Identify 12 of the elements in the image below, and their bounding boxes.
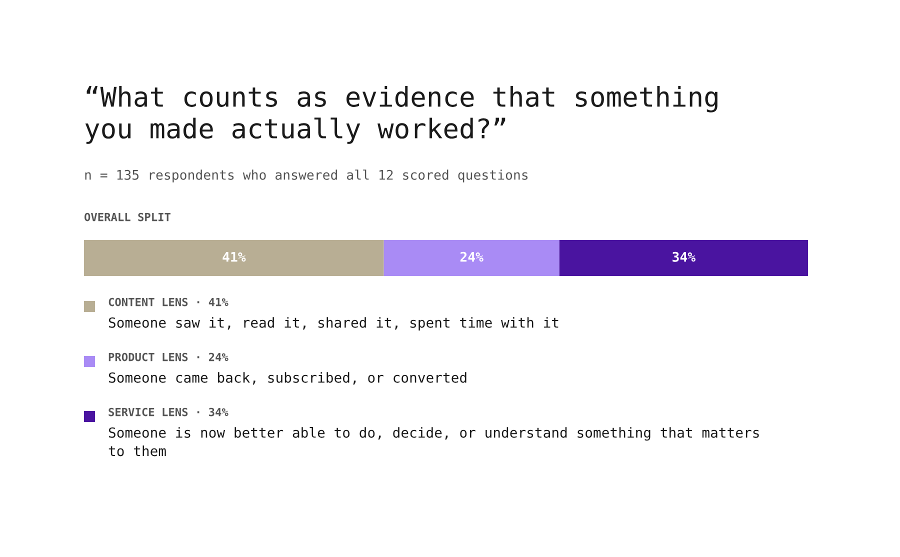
legend-label: SERVICE LENS · 34% [108, 408, 228, 416]
legend-label: CONTENT LENS · 41% [108, 298, 228, 306]
chart-subtitle: n = 135 respondents who answered all 12 scored questions [85, 170, 528, 182]
text: OVERALL SPLIT [84, 212, 170, 222]
data-label: 24% [460, 252, 484, 262]
text: Someone is now better able to do, decide, or understand something that matters to them [108, 427, 759, 456]
data-label: 34% [672, 252, 696, 262]
legend-label: PRODUCT LENS · 24% [108, 352, 228, 362]
text: Someone saw it, read it, shared it, spent time with it [108, 317, 558, 331]
data-label: 41% [222, 252, 246, 262]
text: Someone came back, subscribed, or converted [108, 372, 466, 385]
chart-title: “What counts as evidence that something you made actually worked?” [85, 86, 718, 144]
